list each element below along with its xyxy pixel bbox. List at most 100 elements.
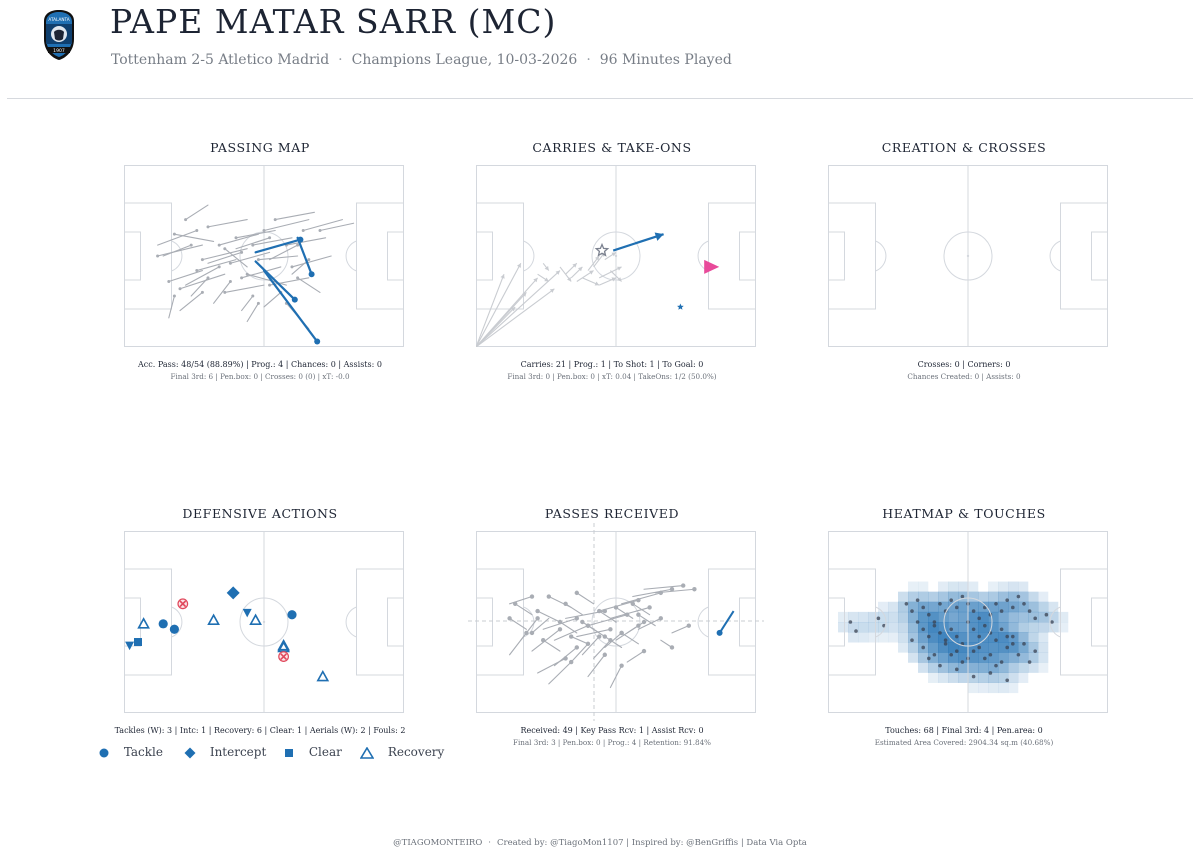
pass-line — [229, 251, 271, 264]
carry-arrowhead — [578, 266, 583, 272]
heatmap-cell — [948, 611, 959, 623]
pass-line — [207, 251, 243, 264]
touch-point — [932, 623, 937, 628]
heatmap-cell — [988, 652, 999, 663]
pass-line-origin — [223, 290, 227, 294]
heatmap-cell — [1028, 652, 1039, 663]
touch-point — [1044, 612, 1049, 617]
touch-point — [1011, 605, 1015, 610]
heatmap-cell — [1008, 652, 1019, 663]
heatmap-cell — [968, 581, 979, 592]
heatmap-cell — [868, 622, 879, 633]
touch-point — [927, 612, 931, 617]
separator: · — [338, 52, 343, 68]
pass-line — [162, 244, 192, 257]
heatmap-cell — [978, 611, 989, 623]
heatmap-cell — [998, 672, 1009, 683]
received-line-end — [658, 616, 663, 621]
pass-line-origin — [256, 301, 260, 305]
heatmap-cell — [888, 632, 899, 643]
received-line — [598, 610, 617, 623]
intercept-marker — [226, 586, 240, 600]
centre-spot — [262, 620, 266, 624]
heatmap-cell — [1028, 642, 1039, 653]
received-line — [660, 639, 673, 649]
heatmap-cell — [968, 632, 979, 643]
carry-arrowhead — [600, 252, 605, 257]
heatmap-cell — [838, 622, 849, 633]
panel-stats-secondary: Chances Created: 0 | Assists: 0 — [907, 372, 1021, 381]
pitch-lines — [828, 531, 1108, 713]
heatmap-cell — [848, 632, 859, 643]
received-line-end — [574, 616, 579, 621]
penalty-arc-left — [523, 240, 535, 272]
received-line-end — [619, 663, 624, 668]
progressive-carry-line — [612, 233, 664, 252]
six-yard-box-left — [124, 597, 141, 647]
received-line-end — [569, 634, 574, 639]
penalty-arc-right — [1049, 606, 1061, 638]
six-yard-box-left — [828, 231, 845, 281]
touch-point — [949, 627, 953, 632]
touch-point — [943, 638, 948, 642]
panel-title: PASSING MAP — [210, 140, 310, 155]
received-line — [626, 650, 645, 663]
heatmap-cell — [948, 632, 959, 643]
penalty-box-left — [476, 568, 524, 676]
pass-line — [269, 244, 299, 261]
heatmap-cell — [998, 601, 1009, 613]
heatmap-cell — [988, 642, 999, 653]
pitch-heatmap — [828, 531, 1108, 713]
pass-line — [218, 233, 259, 246]
pass-line — [263, 219, 310, 232]
pass-line-origin — [307, 258, 311, 262]
separator: · — [488, 838, 491, 848]
touch-point — [977, 616, 981, 621]
progressive-carry-arrowhead — [654, 232, 664, 241]
heatmap-cell — [978, 632, 989, 643]
heatmap-cell — [1058, 611, 1069, 623]
pass-line — [291, 255, 332, 268]
carry-to-shot-marker — [677, 303, 684, 310]
panel-title: CREATION & CROSSES — [881, 140, 1047, 155]
heatmap-cell — [938, 611, 949, 623]
pass-line — [168, 270, 203, 283]
received-line-end — [524, 630, 529, 636]
pass-line-origin — [206, 276, 210, 280]
pass-line-origin — [240, 276, 244, 280]
heatmap-cell — [968, 662, 979, 673]
heatmap-cell — [928, 632, 939, 643]
heatmap-cell — [858, 622, 869, 633]
heatmap-cell — [1038, 652, 1049, 663]
heatmap-cell — [898, 632, 909, 643]
panel-defensive: DEFENSIVE ACTIONS Tackles (W): 3 | Intc:… — [110, 506, 410, 766]
heatmap-cell — [1018, 601, 1029, 613]
received-line — [587, 625, 606, 638]
heatmap-cell — [988, 611, 999, 623]
progressive-pass-line — [254, 238, 302, 254]
heatmap-cell — [1018, 622, 1029, 633]
heatmap-cell — [1028, 611, 1039, 623]
touch-point — [915, 598, 920, 602]
penalty-box-left — [828, 202, 876, 310]
heatmap-cell — [1018, 672, 1029, 683]
touch-point — [938, 663, 942, 668]
panel-stats-secondary: Final 3rd: 0 | Pen.box: 0 | xT: 0.04 | T… — [507, 372, 717, 381]
penalty-arc-right — [1049, 240, 1061, 272]
pass-line — [201, 248, 248, 261]
pass-line — [179, 291, 203, 312]
pass-line — [319, 222, 355, 232]
progressive-pass-end — [308, 271, 315, 278]
heatmap-cell — [1028, 601, 1039, 613]
pass-line-origin — [217, 243, 221, 247]
received-line-end — [574, 590, 579, 596]
touch-point — [999, 627, 1004, 632]
received-line — [643, 585, 684, 590]
panel-stats-secondary: Final 3rd: 3 | Pen.box: 0 | Prog.: 4 | R… — [512, 738, 712, 747]
received-line — [632, 603, 651, 616]
heatmap-cell — [998, 682, 1009, 694]
six-yard-box-left — [476, 231, 493, 281]
match-score: Tottenham 2-5 Atletico Madrid — [111, 52, 330, 68]
pitch-received — [468, 523, 764, 721]
triangle-icon — [360, 746, 374, 759]
